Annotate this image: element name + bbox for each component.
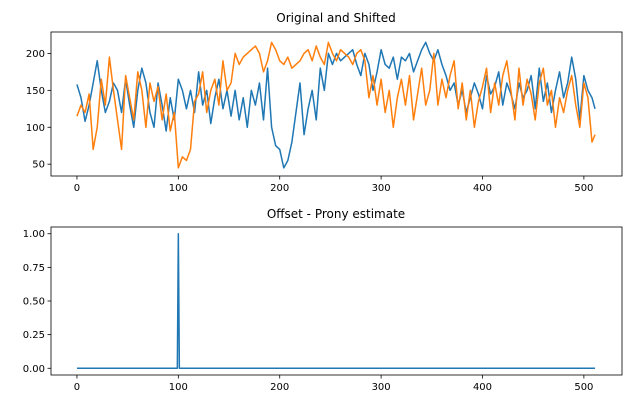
- bottom-chart-axes-frame: [50, 226, 623, 376]
- bottom-chart-x-tick-label: 500: [574, 382, 593, 393]
- bottom-chart-series-line-0: [76, 232, 596, 370]
- top-chart-x-tick-label: 300: [372, 183, 391, 194]
- bottom-chart-x-tick-label: 400: [473, 382, 492, 393]
- top-chart-axes-frame: [50, 31, 623, 177]
- top-chart-x-tick-label: 200: [270, 183, 289, 194]
- bottom-chart-x-tick-label: 200: [270, 382, 289, 393]
- top-chart-x-tick-label: 0: [74, 183, 80, 194]
- bottom-chart-x-tick-label: 0: [74, 382, 80, 393]
- top-chart-y-tick-label: 100: [26, 123, 45, 134]
- top-chart-title: Original and Shifted: [276, 11, 395, 25]
- bottom-chart-series: [76, 232, 596, 370]
- bottom-chart-y-tick-label: 0.50: [23, 297, 45, 308]
- bottom-chart-y-tick-label: 1.00: [23, 229, 45, 240]
- top-chart-x-tick-label: 500: [574, 183, 593, 194]
- top-chart-panel: Original and Shifted 0 100 200 300 400 500 50 1…: [26, 11, 623, 194]
- top-chart-x-tick-label: 400: [473, 183, 492, 194]
- top-chart-x-tick-label: 100: [169, 183, 188, 194]
- top-chart-y-tick-label: 150: [26, 86, 45, 97]
- bottom-chart-title: Offset - Prony estimate: [267, 207, 405, 221]
- top-chart-y-tick-label: 200: [26, 49, 45, 60]
- top-chart-ticks: 0 100 200 300 400 500 50 100 150 200: [26, 49, 594, 194]
- top-chart-series: [76, 41, 596, 169]
- bottom-chart-y-tick-label: 0.00: [23, 364, 45, 375]
- bottom-chart-ticks: 0 100 200 300 400 500 0.00 0.25 0.50 0.75 1.00: [23, 229, 594, 393]
- bottom-chart-y-tick-label: 0.25: [23, 330, 45, 341]
- bottom-chart-y-tick-label: 0.75: [23, 263, 45, 274]
- bottom-chart-panel: Offset - Prony estimate 0 100 200 300 400 500…: [23, 207, 623, 393]
- top-chart-y-tick-label: 50: [32, 160, 45, 171]
- bottom-chart-x-tick-label: 100: [169, 382, 188, 393]
- bottom-chart-x-tick-label: 300: [372, 382, 391, 393]
- top-chart-series-line-1: [76, 41, 596, 169]
